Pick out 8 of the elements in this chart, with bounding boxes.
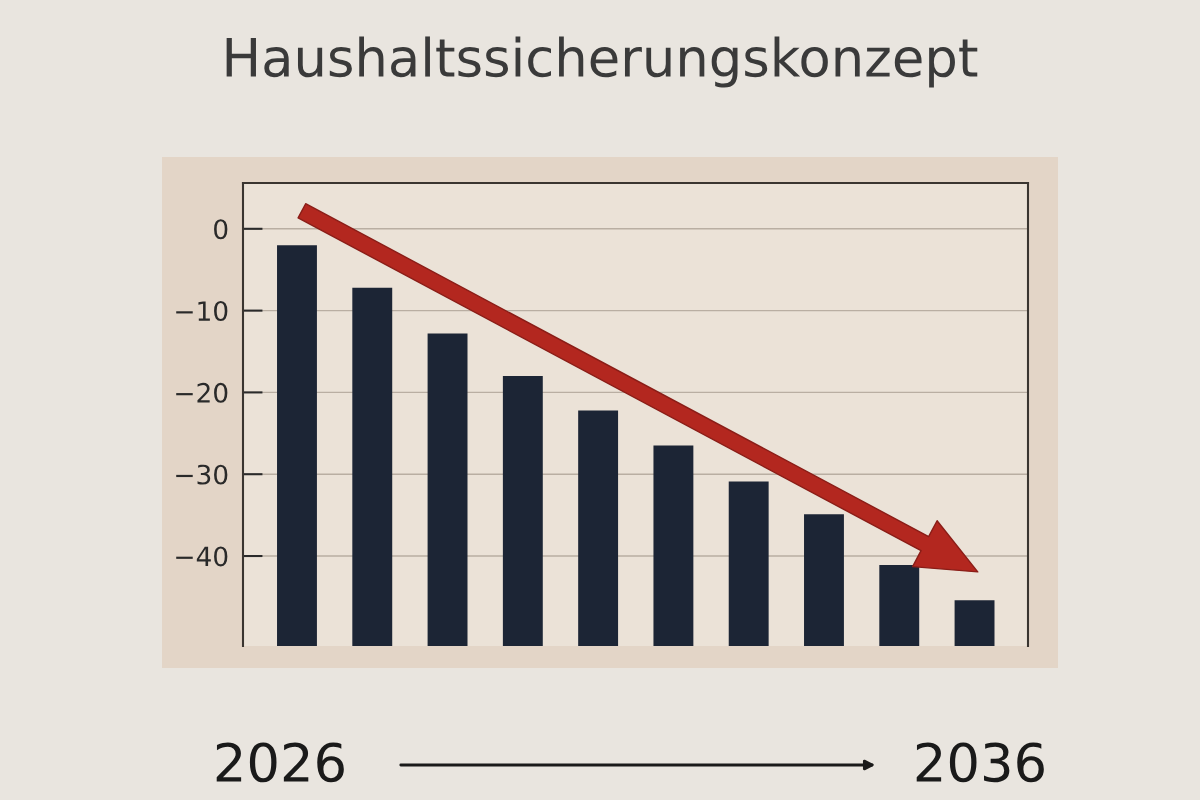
text: 2036 [916,742,1044,783]
y-tick-label: −40 [176,546,228,567]
y-tick-label: −30 [176,464,228,485]
y-tick-label: −20 [176,382,228,403]
chart-title: Haushaltssicherungskonzept [226,36,978,88]
y-tick-label: −10 [176,301,228,322]
text: 2026 [216,742,344,783]
y-tick-label: 0 [214,219,228,240]
